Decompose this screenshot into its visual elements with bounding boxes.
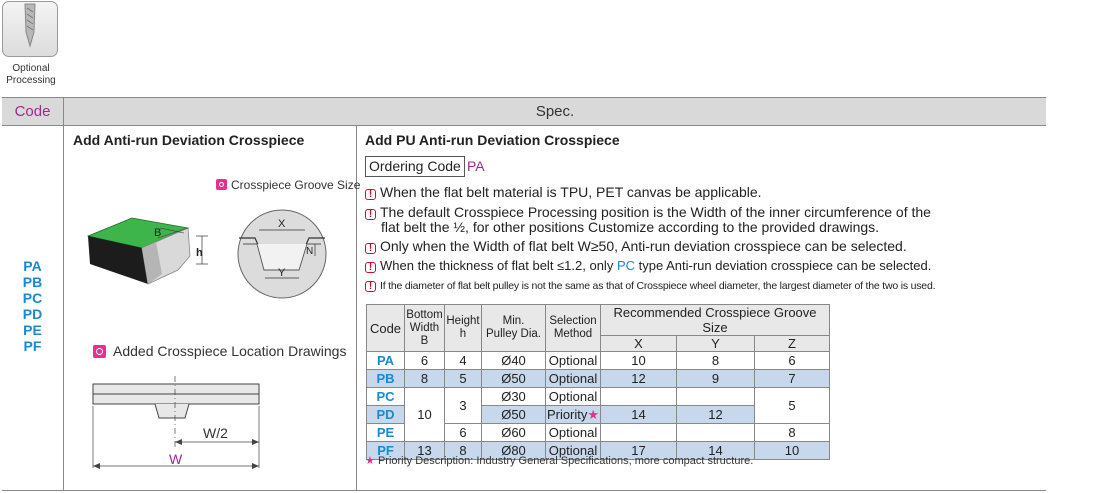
note: ! When the thickness of flat belt ≤1.2, o… [365, 258, 931, 273]
warning-icon: ! [365, 262, 376, 273]
th-height: Height h [444, 304, 482, 352]
label-b: B [154, 227, 161, 239]
column-divider [356, 126, 357, 490]
note: ! The default Crosspiece Processing posit… [365, 205, 931, 235]
label-h: h [196, 247, 203, 259]
merged-z: 5 [754, 387, 830, 424]
code-item: PD [22, 306, 43, 322]
legend-marker-icon [93, 345, 106, 358]
warning-icon: ! [365, 209, 376, 220]
th-y: Y [676, 335, 755, 352]
header-bottom-rule [2, 125, 1046, 126]
right-section-title: Add PU Anti-run Deviation Crosspiece [365, 132, 620, 148]
legend-marker-icon [216, 179, 227, 190]
optional-processing-label: Optional Processing [6, 63, 56, 86]
th-z: Z [754, 335, 830, 352]
optional-processing-icon [2, 1, 58, 57]
label-w: W [169, 451, 183, 467]
note: ! When the flat belt material is TPU, PET… [365, 184, 762, 200]
label-y: Y [278, 267, 286, 279]
label-n: N [306, 246, 313, 257]
th-min-pulley: Min. Pulley Dia. [481, 304, 546, 352]
th-code: Code [366, 304, 405, 352]
th-selection: Selection Method [545, 304, 601, 352]
merged-bottom-width: 10 [404, 387, 445, 442]
merged-height: 3 [444, 387, 482, 424]
code-item: PE [23, 322, 42, 338]
priority-footnote: ★ Priority Description: Industry General… [365, 455, 754, 467]
code-item: PC [22, 290, 43, 306]
th-recommended: Recommended Crosspiece Groove Size [600, 304, 830, 336]
table-row: PF 13 8 Ø80 Optional 17 14 10 [366, 441, 830, 460]
label-x: X [278, 218, 286, 230]
groove-size-legend: Crosspiece Groove Size [216, 178, 360, 192]
star-icon: ★ [587, 406, 600, 422]
belt-location-diagram: W/2 W [92, 376, 260, 469]
code-item: PB [22, 274, 43, 290]
note: ! If the diameter of flat belt pulley is … [365, 280, 936, 292]
header-top-rule [2, 97, 1046, 98]
ordering-code-label: Ordering Code [365, 156, 465, 177]
ordering-code-value: PA [467, 158, 485, 174]
warning-icon: ! [365, 281, 376, 292]
column-divider [63, 98, 64, 490]
table-row: PD Ø50 Priority★ 14 12 [366, 405, 830, 424]
table-bottom-rule [2, 490, 1046, 491]
groove-detail-diagram: X Y N [237, 209, 327, 299]
table-row: PC 10 3 Ø30 Optional 5 [366, 387, 830, 442]
code-item: PF [23, 338, 42, 354]
code-list: PA PB PC PD PE PF [2, 258, 63, 354]
header-spec: Spec. [535, 103, 575, 120]
location-drawings-legend: Added Crosspiece Location Drawings [93, 343, 346, 359]
header-code: Code [14, 103, 51, 120]
spec-table: Code Bottom Width B Height h Min. Pulley Di… [366, 304, 830, 460]
note: ! Only when the Width of flat belt W≥50, … [365, 238, 907, 254]
warning-icon: ! [365, 189, 376, 200]
warning-icon: ! [365, 243, 376, 254]
star-icon: ★ [365, 455, 375, 467]
th-x: X [600, 335, 677, 352]
table-row: PB 8 5 Ø50 Optional 12 9 7 [366, 369, 830, 388]
code-item: PA [23, 258, 42, 274]
left-section-title: Add Anti-run Deviation Crosspiece [73, 132, 305, 148]
crosspiece-block-diagram: B h [86, 217, 208, 285]
label-half-w: W/2 [203, 425, 228, 441]
header-background [2, 98, 1046, 125]
th-bottom-width: Bottom Width B [404, 304, 445, 352]
table-row: PA 6 4 Ø40 Optional 10 8 6 [366, 351, 830, 370]
pc-type-highlight: PC [616, 258, 636, 273]
